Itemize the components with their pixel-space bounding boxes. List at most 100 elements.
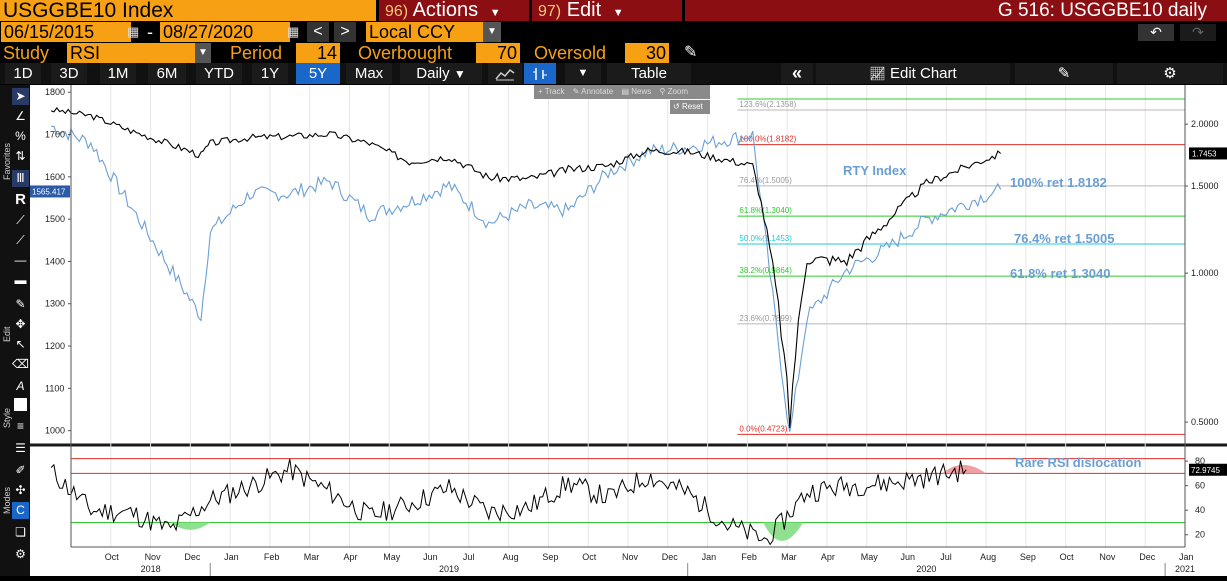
r-tool-icon[interactable]: R [15,191,26,208]
pencil-icon[interactable]: ✎ [684,44,698,61]
range-1y-button[interactable]: 1Y [252,63,288,84]
track-option[interactable]: + Track [538,87,565,96]
rty-series-line [51,125,1002,432]
track-label: Track [544,87,565,96]
select-arrow-icon[interactable]: ↖ [15,337,26,351]
oversold-input[interactable]: 30 [625,43,669,63]
overbought-input[interactable]: 70 [476,43,520,63]
reset-option[interactable]: ↺ Reset [670,100,710,114]
trend-tool-icon[interactable]: ⟋ [16,213,25,227]
range-ytd-button[interactable]: YTD [196,63,242,84]
edit-menu[interactable]: 97) Edit ▼ [532,0,682,21]
favorites-label: Favorites [2,142,12,180]
rsi-tick-label: 40 [1195,505,1205,515]
range-1m-button[interactable]: 1M [100,63,136,84]
right-tick-label: 2.0000 [1191,119,1219,129]
rsi-tick-label: 60 [1195,481,1205,491]
chart-panel[interactable]: 123.6%(2.1358) 100.0%(1.8182) 76.4%(1.5005… [30,85,1227,576]
month-tick-label: Aug [503,552,519,562]
right-current-label: 1.7453 [1192,149,1217,158]
period-input[interactable]: 14 [296,43,340,63]
left-tick-label: 1000 [45,426,65,436]
actions-menu[interactable]: 96) Actions ▼ [379,0,529,21]
ret-100-annotation: 100% ret 1.8182 [1010,175,1107,190]
actions-label: Actions [412,0,479,21]
crosshair-icon[interactable]: ✣ [15,483,26,497]
line-style-icon[interactable]: ≡ [16,419,24,433]
gear-icon[interactable]: ⚙ [1117,63,1223,84]
range-6m-button[interactable]: 6M [148,63,186,84]
edit-side-label: Edit [2,326,12,342]
percent-tool-icon[interactable]: % [15,129,26,143]
line-chart-icon[interactable] [488,63,522,84]
prev-period-button[interactable]: < [307,22,329,42]
range-max-button[interactable]: Max [346,63,392,84]
calendar-icon[interactable]: ▦ [127,24,140,39]
line-tool-icon[interactable]: ∠ [15,109,26,123]
fib-label: 76.4%(1.5005) [739,176,792,185]
text-tool-icon[interactable]: A [16,379,25,393]
end-date-field[interactable]: 08/27/2020 [160,22,290,42]
left-tick-label: 1500 [45,214,65,224]
month-tick-label: Jul [940,552,952,562]
reset-icon: ↺ [673,102,680,111]
move-icon[interactable]: ✥ [15,317,26,331]
calendar-icon[interactable]: ▦ [287,24,300,39]
ticker-field[interactable]: USGGBE10 Index [0,0,376,21]
c-mode-icon[interactable]: C [12,502,29,519]
left-tick-label: 1300 [45,299,65,309]
month-tick-label: Dec [1139,552,1156,562]
edit-chart-button[interactable]: 📈︎ Edit Chart [816,63,1010,84]
fib-label: 38.2%(0.9864) [739,266,792,275]
ret-764-annotation: 76.4% ret 1.5005 [1014,231,1114,246]
right-tick-label: 1.0000 [1191,268,1219,278]
rsi-oversold-fill [170,522,211,530]
caret-down-icon[interactable]: ▼ [483,22,501,42]
start-date-field[interactable]: 06/15/2015 [1,22,131,42]
news-option[interactable]: ▤ News [621,87,652,96]
rsi-current-tag [1189,463,1227,476]
range-3d-button[interactable]: 3D [51,63,87,84]
ret-618-annotation: 61.8% ret 1.3040 [1010,266,1110,281]
annotate-pen-icon[interactable]: ✎ [1015,63,1113,84]
fibonacci-tool-icon[interactable]: Ⅲ [12,170,29,187]
annotate-option[interactable]: ✎ Annotate [572,87,614,96]
month-tick-label: Sep [542,552,558,562]
pen-mode-icon[interactable]: ✐ [15,463,26,477]
table-button[interactable]: Table [607,63,691,84]
chart-type-caret-icon[interactable]: ▼ [565,63,601,84]
hline-tool-icon[interactable]: — [14,253,27,267]
layers-icon[interactable]: ❏ [15,525,26,539]
rty-index-annotation: RTY Index [843,163,907,178]
right-tick-label: 1.5000 [1191,181,1219,191]
zoom-option[interactable]: ⚲ Zoom [659,87,689,96]
collapse-panel-icon[interactable]: « [781,63,813,84]
color-swatch-icon[interactable] [14,398,27,411]
edit-label: Edit [566,0,602,21]
caret-down-icon: ▼ [453,67,466,81]
currency-select[interactable]: Local CCY [366,22,484,42]
month-tick-label: Mar [304,552,320,562]
channel-tool-icon[interactable]: ⟋ [16,233,25,247]
caret-down-icon: ▼ [489,7,501,19]
caret-down-icon[interactable]: ▼ [195,43,211,63]
range-1d-button[interactable]: 1D [5,63,41,84]
left-tick-label: 1400 [45,256,65,266]
eraser-icon[interactable]: ⌫ [12,357,29,371]
next-period-button[interactable]: > [334,22,356,42]
ruler-tool-icon[interactable]: ⇅ [15,149,26,163]
bar-chart-icon[interactable] [524,63,556,84]
undo-icon[interactable]: ↶ [1138,24,1174,41]
redo-icon[interactable]: ↷ [1180,24,1216,41]
study-select[interactable]: RSI [67,43,196,63]
band-tool-icon[interactable]: ▬ [14,273,27,287]
thickness-icon[interactable]: ☰ [15,441,26,455]
cursor-icon[interactable]: ➤ [12,88,29,105]
edit-chart-label: Edit Chart [889,65,957,82]
caret-down-icon: ▼ [612,7,624,19]
settings-gear-icon[interactable]: ⚙ [15,547,26,561]
left-current-tag [30,185,70,198]
range-5y-button[interactable]: 5Y [296,63,340,84]
draw-pencil-icon[interactable]: ✎ [15,297,26,311]
frequency-select[interactable]: Daily ▼ [400,63,482,84]
